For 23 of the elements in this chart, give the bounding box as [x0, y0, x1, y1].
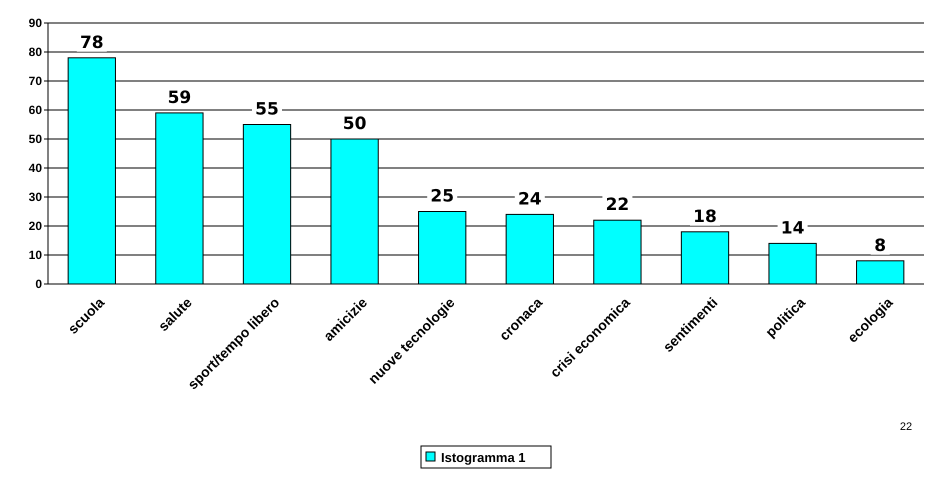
data-label: 18	[693, 206, 717, 227]
data-label: 22	[606, 195, 630, 216]
data-label: 55	[255, 100, 279, 120]
data-label: 8	[874, 236, 886, 256]
y-tick-label: 10	[28, 248, 42, 262]
y-tick-label: 70	[28, 74, 42, 88]
y-tick-label: 50	[28, 132, 42, 146]
y-tick-label: 80	[28, 45, 42, 59]
y-tick-label: 0	[35, 277, 42, 291]
y-tick-label: 60	[28, 103, 42, 117]
data-label: 78	[80, 32, 104, 53]
data-label: 24	[518, 189, 542, 210]
text: 22	[900, 421, 912, 433]
data-label: 14	[780, 218, 805, 238]
data-label: 25	[430, 186, 454, 206]
y-tick-label: 30	[28, 190, 42, 204]
y-tick-label: 20	[28, 219, 42, 233]
y-tick-label: 90	[28, 16, 42, 30]
data-label: 59	[168, 88, 192, 108]
data-label: 50	[342, 114, 367, 134]
y-tick-label: 40	[28, 161, 42, 175]
legend-label: Istogramma 1	[441, 450, 526, 465]
bar	[856, 260, 904, 284]
